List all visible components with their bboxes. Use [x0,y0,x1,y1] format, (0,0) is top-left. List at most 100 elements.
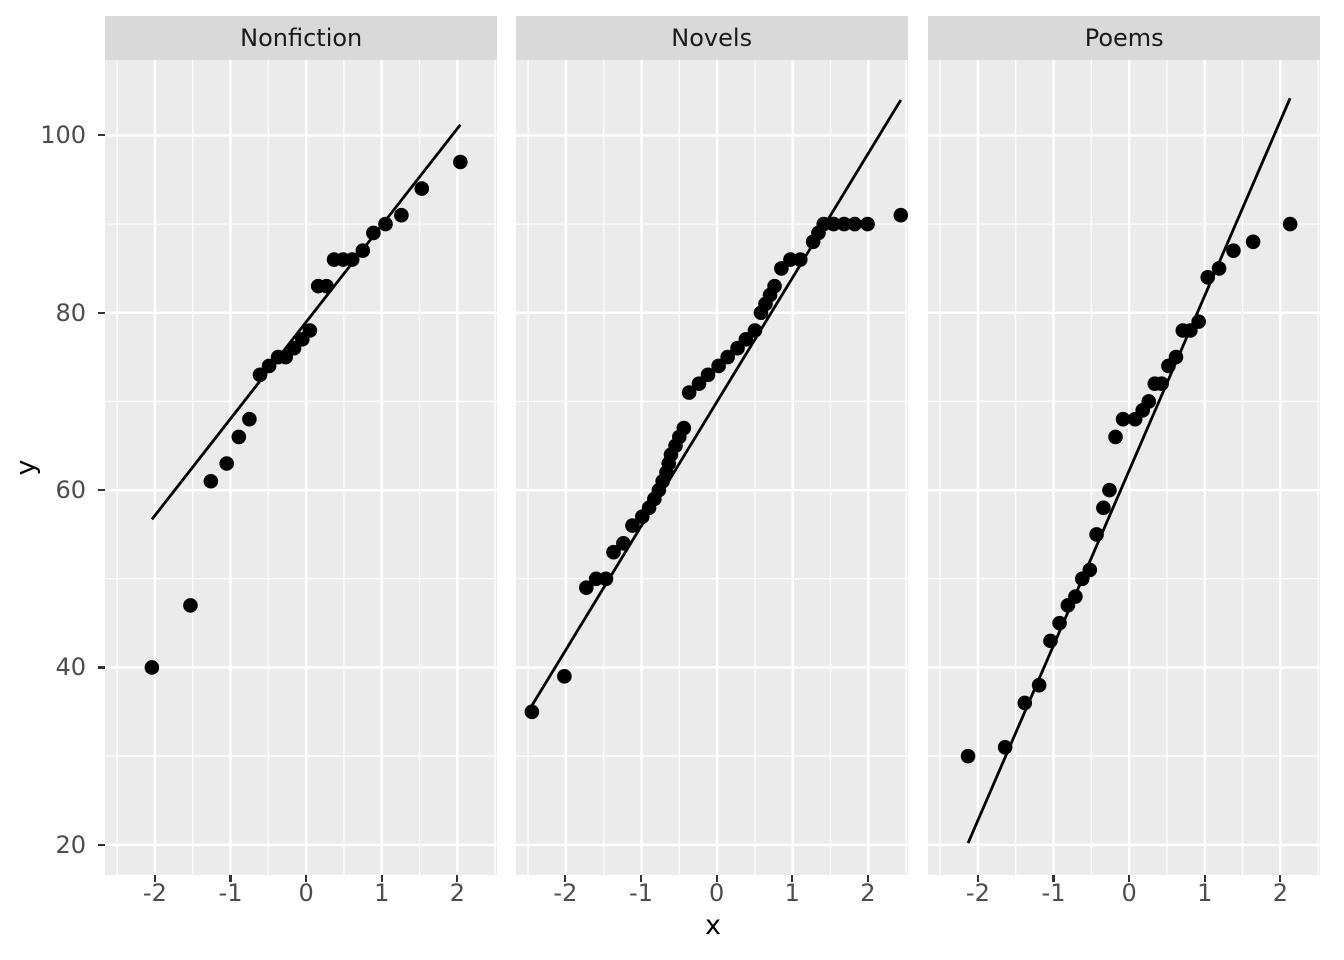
x-axis-tick-label: 2 [1272,879,1288,907]
y-axis-tick-label: 100 [40,121,86,150]
x-axis-tick [229,875,232,882]
facet-strip-label: Poems [1084,24,1164,52]
data-point [598,571,613,587]
data-point [355,243,371,258]
facet-strip-poems: Poems [928,16,1321,60]
data-point [700,367,715,383]
x-axis-tick-label: 2 [449,879,465,907]
data-point [1102,482,1117,498]
data-point [1089,527,1104,542]
data-point [1017,695,1033,711]
qq-reference-line [530,99,902,707]
facet-panel-nonfiction [105,60,498,875]
data-point [378,216,393,232]
x-axis-tick [639,875,643,882]
data-point [1043,633,1058,649]
data-point [1200,269,1216,285]
x-axis-tick-label: -1 [1041,879,1066,907]
data-point [203,473,219,489]
data-point [1068,589,1083,604]
data-point [997,739,1013,755]
x-axis-tick [1128,875,1131,882]
data-point [1154,376,1169,391]
x-axis-tick [1203,875,1206,882]
x-axis-tick-label: 0 [298,879,314,907]
data-point [344,252,360,267]
x-axis-tick-label: 2 [860,879,876,907]
x-axis-tick [715,875,718,882]
data-point [624,518,640,533]
data-point [691,376,706,391]
data-point [766,278,782,294]
y-axis-tick-label: 20 [55,830,86,859]
data-point [1168,349,1184,365]
x-axis-tick [976,875,979,882]
x-axis-tick-label: -1 [218,879,243,907]
data-point [1191,314,1206,329]
panel-background [105,60,498,875]
qq-reference-line [966,97,1292,844]
x-axis-tick-label: -2 [142,879,167,907]
facet-strip-label: Nonfiction [240,24,363,52]
x-axis-tick [791,875,794,882]
y-axis-tick [98,311,105,314]
x-axis-tick-label: 1 [784,879,800,907]
data-point [231,429,247,445]
y-axis-tick-label: 40 [55,653,86,682]
data-point [366,225,381,241]
data-point [242,411,257,427]
y-axis-tick-label: 80 [55,298,86,327]
data-point [747,323,762,338]
data-point [836,216,851,232]
data-point [710,358,726,374]
data-point [1082,562,1098,578]
x-axis-title: x [705,910,721,941]
data-point [1211,261,1227,276]
data-point [773,261,789,276]
data-point [1282,216,1298,232]
data-point [144,660,160,675]
x-axis-tick [153,875,156,882]
y-axis-tick [98,489,105,492]
data-point [605,544,621,560]
x-axis-tick-label: 0 [1121,879,1137,907]
facet-strip-nonfiction: Nonfiction [105,16,498,60]
data-point [394,207,409,223]
data-point [1141,394,1157,409]
data-point [1245,234,1261,250]
data-point [252,367,268,383]
data-point [792,252,808,267]
data-point [676,420,691,436]
x-axis-tick-label: -2 [553,879,578,907]
data-point [738,332,753,347]
data-point [846,216,862,232]
facet-panel-poems [928,60,1321,875]
x-axis-tick [1279,875,1282,882]
x-axis-tick-label: 0 [708,879,725,907]
x-axis-tick [866,875,869,882]
y-axis-tick [98,134,105,137]
facet-strip-label: Novels [671,24,753,52]
x-axis-tick-label: 1 [1197,879,1213,907]
facet-panel-novels [515,60,908,875]
data-point [1096,500,1111,516]
x-axis-tick-label: -2 [965,879,990,907]
x-axis-tick-label: -1 [629,879,653,907]
data-point [578,580,594,595]
data-point [1031,677,1047,693]
x-axis-tick-label: 1 [374,879,390,907]
data-point [556,669,572,684]
data-point [1226,243,1241,258]
data-point [1052,615,1067,631]
data-point [319,278,334,294]
data-point [453,154,468,170]
data-point [893,207,908,223]
data-point [681,385,696,400]
panel-background [928,60,1321,875]
facet-strip-novels: Novels [515,16,908,60]
x-axis-tick [456,875,459,882]
data-point [1115,411,1131,427]
data-point [219,456,235,471]
data-point [719,349,735,365]
